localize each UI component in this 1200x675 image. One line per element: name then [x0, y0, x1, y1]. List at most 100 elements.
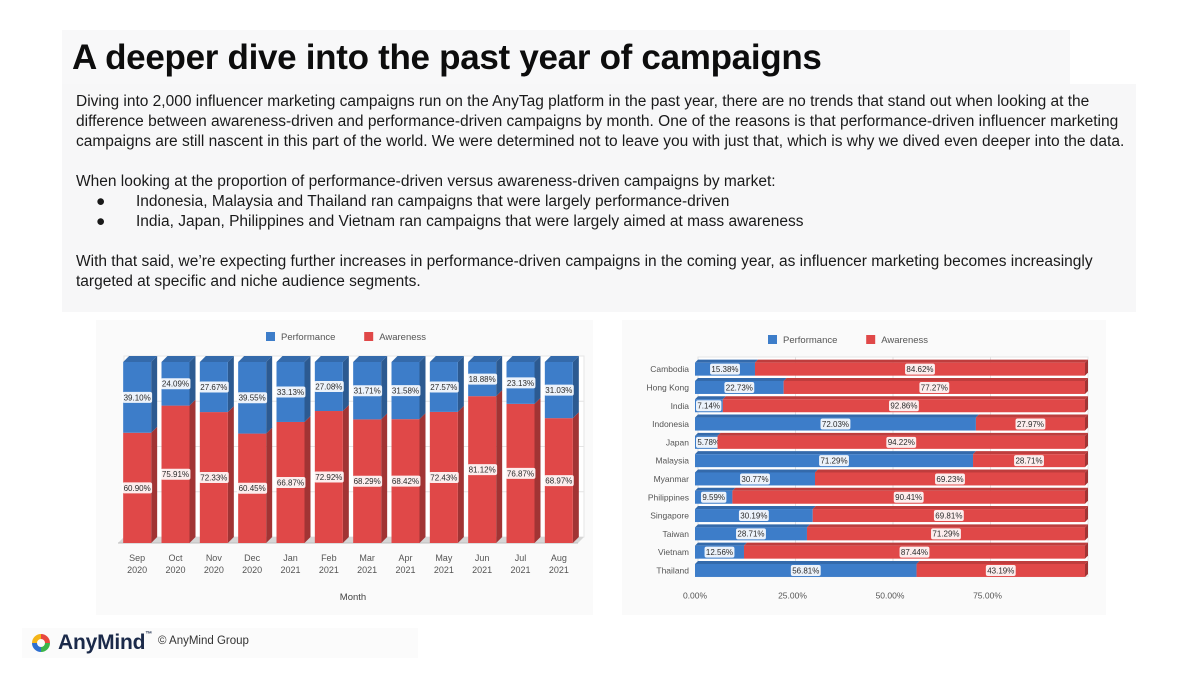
data-label-awareness: 94.22%	[888, 438, 915, 447]
bar-side-awareness	[1085, 560, 1088, 577]
x-tick-label-year: 2021	[549, 565, 569, 575]
data-label-performance-bg	[738, 510, 769, 522]
y-tick-label: Philippines	[648, 492, 689, 502]
data-label-awareness-bg	[935, 473, 965, 485]
outlook-paragraph: With that said, we’re expecting further …	[76, 253, 1093, 290]
data-label-awareness-bg	[893, 491, 924, 503]
data-label-awareness-bg	[428, 471, 459, 483]
bar-top-awareness	[812, 506, 1088, 510]
title-band	[62, 30, 1070, 86]
bar-side-awareness	[1085, 414, 1088, 431]
bar-top-performance	[695, 542, 747, 546]
data-label-awareness: 72.43%	[430, 473, 457, 482]
bar-top-performance	[276, 356, 311, 362]
bar-side-awareness	[381, 413, 388, 543]
bar-side-awareness	[1085, 396, 1088, 413]
bar-side-awareness	[1085, 469, 1088, 486]
bar-side-awareness	[572, 412, 579, 543]
monthly-campaign-chart-panel: Performance Awareness 60.90% 39.10% Sep 2020 7…	[96, 320, 593, 615]
bar-top-performance	[695, 359, 758, 363]
anymind-logo-icon	[32, 634, 50, 652]
bar-side-awareness	[1085, 487, 1088, 504]
x-tick-label-year: 2021	[434, 565, 454, 575]
y-tick-label: Japan	[666, 437, 689, 447]
data-label-awareness-bg	[505, 467, 536, 479]
bar-side-performance	[496, 356, 503, 397]
bar-top-performance	[695, 469, 819, 473]
y-tick-label: Hong Kong	[646, 382, 689, 392]
x-tick-label-year: 2021	[280, 565, 300, 575]
page-title: A deeper dive into the past year of camp…	[72, 38, 822, 77]
data-label-performance: 56.81%	[792, 566, 819, 575]
x-tick-label-month: Jul	[515, 553, 527, 563]
x-tick-label-month: May	[435, 553, 453, 563]
bullet-icon: ●	[96, 213, 106, 230]
data-label-performance-bg	[428, 381, 459, 393]
data-label-performance: 39.10%	[124, 393, 151, 402]
data-label-awareness: 68.29%	[354, 477, 381, 486]
data-label-performance-bg	[505, 377, 536, 389]
data-label-awareness-bg	[985, 564, 1016, 576]
bar-side-awareness	[1085, 432, 1088, 449]
data-label-performance: 71.29%	[820, 457, 847, 466]
data-label-performance: 5.78%	[697, 438, 720, 447]
bar-top-awareness	[717, 432, 1088, 436]
bar-side-performance	[572, 356, 579, 419]
x-tick-label-month: Jun	[475, 553, 490, 563]
x-tick-label-year: 2020	[204, 565, 224, 575]
intro-paragraph: Diving into 2,000 influencer marketing c…	[76, 93, 1125, 150]
data-label-performance: 15.38%	[711, 365, 738, 374]
x-tick-label-month: Feb	[321, 553, 337, 563]
data-label-awareness: 71.29%	[932, 530, 959, 539]
bar-top-performance	[238, 356, 273, 362]
data-label-performance: 7.14%	[697, 402, 720, 411]
bar-top-awareness	[806, 524, 1088, 528]
market-campaign-chart-panel: Performance Awareness 0.00% 25.00% 50.00% 75.…	[622, 320, 1106, 615]
bar-side-performance	[227, 356, 234, 413]
x-tick-label: 50.00%	[876, 591, 905, 601]
x-tick-label-year: 2021	[357, 565, 377, 575]
x-tick-label: 75.00%	[973, 591, 1002, 601]
bar-side-awareness	[534, 397, 541, 543]
bar-top-awareness	[743, 542, 1088, 546]
market-paragraph: When looking at the proportion of perfor…	[76, 173, 776, 190]
data-label-performance: 27.67%	[200, 383, 227, 392]
data-label-awareness-bg	[352, 475, 383, 487]
bar-top-performance	[695, 487, 736, 491]
data-label-awareness: 68.42%	[392, 477, 419, 486]
x-tick-label-month: Sep	[129, 553, 145, 563]
bar-side-performance	[419, 356, 426, 420]
data-label-awareness: 90.41%	[895, 493, 922, 502]
bar-side-awareness	[1085, 542, 1088, 559]
data-label-performance: 22.73%	[726, 383, 753, 392]
x-tick-label-month: Apr	[398, 553, 412, 563]
data-label-performance-bg	[313, 381, 344, 393]
data-label-performance-bg	[467, 373, 498, 385]
bullet-text: India, Japan, Philippines and Vietnam ra…	[136, 213, 804, 230]
bar-side-performance	[189, 356, 196, 406]
bar-top-performance	[429, 356, 464, 362]
bar-top-awareness	[815, 469, 1088, 473]
data-label-performance-bg	[704, 546, 735, 558]
bar-top-performance	[199, 356, 234, 362]
data-label-performance-bg	[696, 400, 722, 412]
legend-swatch-awareness	[364, 332, 374, 341]
x-tick-label-month: Aug	[551, 553, 567, 563]
x-tick-label: 25.00%	[778, 591, 807, 601]
bar-top-performance	[695, 377, 787, 381]
bar-side-awareness	[1085, 524, 1088, 541]
data-label-awareness-bg	[275, 476, 306, 488]
bar-top-performance	[391, 356, 426, 362]
bar-side-awareness	[419, 413, 426, 543]
bar-top-awareness	[754, 359, 1088, 363]
list-item: ● India, Japan, Philippines and Vietnam …	[76, 212, 1126, 232]
data-label-awareness-bg	[888, 400, 919, 412]
data-label-awareness-bg	[313, 471, 344, 483]
bar-side-performance	[534, 356, 541, 404]
data-label-awareness-bg	[467, 464, 498, 476]
legend-label-awareness: Awareness	[881, 335, 928, 346]
x-axis-title: Month	[340, 592, 366, 603]
bar-side-performance	[151, 356, 158, 433]
data-label-awareness-bg	[931, 528, 961, 540]
data-label-performance-bg	[275, 386, 306, 398]
